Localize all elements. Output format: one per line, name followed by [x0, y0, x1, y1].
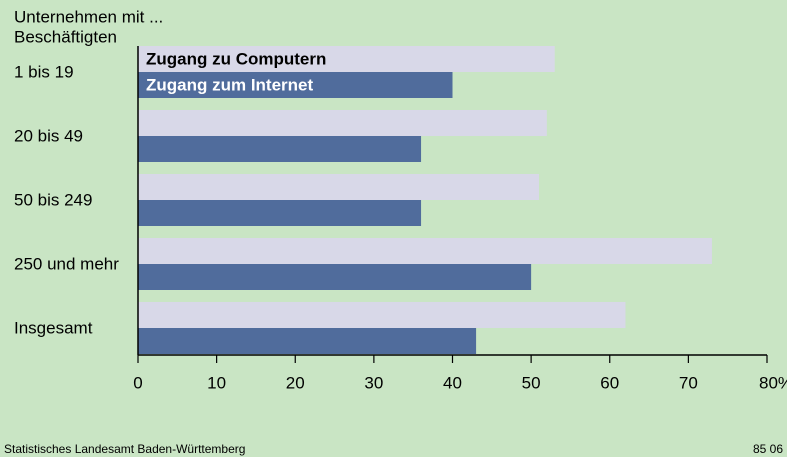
- x-tick-label: 50: [522, 373, 541, 392]
- bar: [138, 110, 547, 136]
- bar: [138, 174, 539, 200]
- bar: [138, 72, 453, 98]
- x-tick-label: 0: [133, 373, 142, 392]
- y-tick-label: 1 bis 19: [14, 62, 74, 81]
- bar: [138, 328, 477, 354]
- x-tick-label: 80%: [759, 373, 787, 392]
- x-tick-label: 10: [207, 373, 226, 392]
- bar: [138, 136, 422, 162]
- chart-title: Beschäftigten: [14, 27, 117, 46]
- bar: [138, 302, 626, 328]
- y-tick-label: 50 bis 249: [14, 190, 92, 209]
- y-tick-label: 20 bis 49: [14, 126, 83, 145]
- bar: [138, 238, 712, 264]
- x-tick-label: 70: [679, 373, 698, 392]
- bar: [138, 46, 555, 72]
- legend-label: Zugang zum Internet: [146, 75, 314, 94]
- y-tick-label: 250 und mehr: [14, 254, 119, 273]
- bar: [138, 264, 532, 290]
- x-tick-label: 20: [286, 373, 305, 392]
- y-tick-label: Insgesamt: [14, 318, 93, 337]
- x-tick-label: 60: [600, 373, 619, 392]
- code: 85 06: [753, 442, 783, 456]
- source: Statistisches Landesamt Baden-Württember…: [4, 442, 245, 456]
- chart-title: Unternehmen mit ...: [14, 7, 163, 26]
- x-tick-label: 40: [443, 373, 462, 392]
- bar: [138, 200, 422, 226]
- legend-label: Zugang zu Computern: [146, 49, 326, 68]
- x-tick-label: 30: [364, 373, 383, 392]
